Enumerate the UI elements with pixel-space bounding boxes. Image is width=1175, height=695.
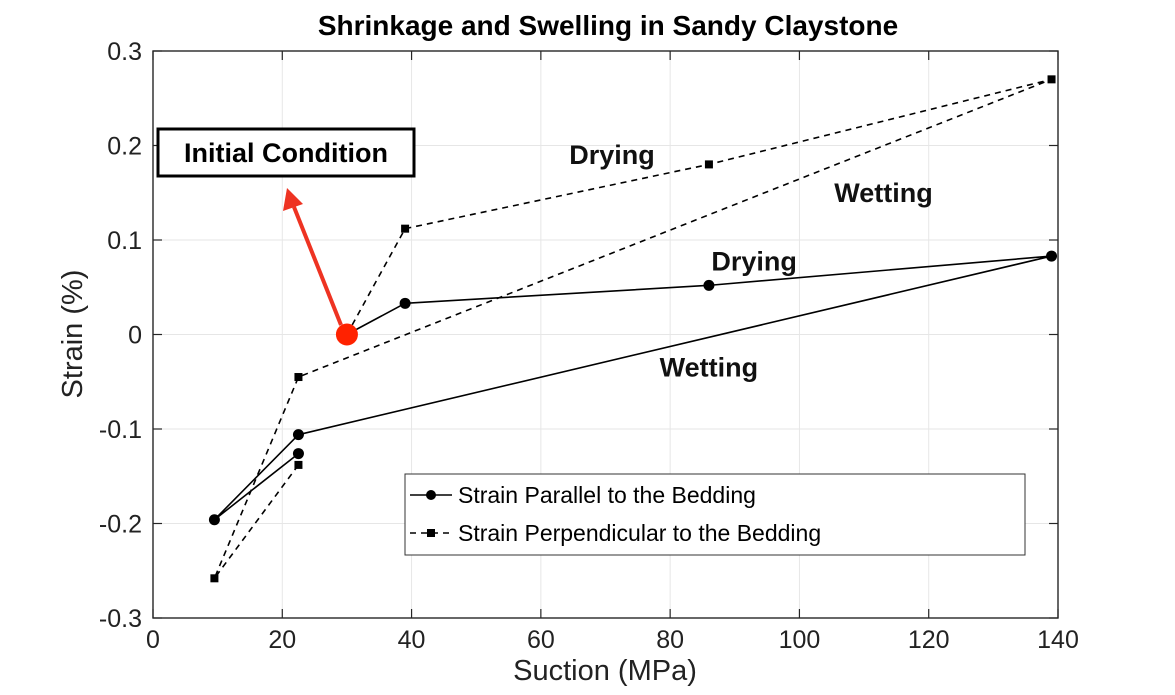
initial-condition-label: Initial Condition: [184, 138, 388, 168]
initial-point-layer: [335, 323, 358, 346]
y-tick-label: 0.1: [107, 227, 142, 255]
y-tick-label: 0.2: [107, 133, 142, 161]
y-tick-label: 0.3: [107, 38, 142, 66]
data-point: [292, 429, 304, 441]
x-tick-label: 60: [527, 626, 555, 654]
annotation-label: Drying: [569, 140, 655, 170]
callout-arrowhead: [283, 188, 303, 211]
legend-marker-parallel: [426, 490, 436, 500]
x-tick-label: 120: [908, 626, 950, 654]
x-axis-ticks: 0 20 40 60 80 100 120 140: [146, 51, 1079, 654]
data-point: [208, 514, 220, 526]
y-tick-label: -0.1: [99, 416, 142, 444]
data-point: [1047, 75, 1056, 84]
y-tick-label: 0: [128, 322, 142, 350]
y-tick-label: -0.2: [99, 511, 142, 539]
data-point: [704, 160, 713, 169]
data-point: [210, 574, 219, 583]
series-layer: [208, 75, 1058, 583]
annotation-label: Drying: [711, 247, 797, 277]
annotation-layer: Drying Wetting Drying Wetting: [569, 140, 933, 383]
data-point: [294, 460, 303, 469]
data-point: [292, 448, 304, 460]
annotation-label: Wetting: [834, 178, 932, 208]
initial-condition-box: [156, 127, 416, 178]
x-tick-label: 80: [656, 626, 684, 654]
x-axis-label: Suction (MPa): [513, 655, 697, 687]
y-axis-ticks: -0.3 -0.2 -0.1 0 0.1 0.2 0.3: [99, 38, 1058, 633]
chart-title: Shrinkage and Swelling in Sandy Clayston…: [318, 10, 898, 41]
y-tick-label: -0.3: [99, 605, 142, 633]
data-point: [1046, 250, 1058, 262]
initial-condition-callout: Initial Condition: [156, 127, 416, 326]
legend-entry-parallel: Strain Parallel to the Bedding: [410, 482, 756, 508]
annotation-label: Wetting: [660, 353, 758, 383]
data-point: [703, 279, 715, 291]
x-tick-label: 40: [398, 626, 426, 654]
legend-label-parallel: Strain Parallel to the Bedding: [458, 482, 756, 508]
legend-label-perpendicular: Strain Perpendicular to the Bedding: [458, 520, 821, 546]
data-point: [401, 224, 410, 233]
legend: Strain Parallel to the Bedding Strain Pe…: [404, 473, 1026, 556]
legend-entry-perpendicular: Strain Perpendicular to the Bedding: [410, 520, 821, 546]
data-point: [294, 373, 303, 382]
initial-point-marker: [335, 323, 358, 346]
legend-marker-perpendicular: [427, 529, 435, 537]
y-axis-label: Strain (%): [57, 270, 89, 399]
data-point: [399, 297, 411, 309]
x-tick-label: 0: [146, 626, 160, 654]
x-tick-label: 140: [1037, 626, 1079, 654]
x-tick-label: 100: [779, 626, 821, 654]
callout-arrow-shaft: [292, 206, 343, 326]
x-tick-label: 20: [268, 626, 296, 654]
legend-box: [404, 473, 1026, 556]
